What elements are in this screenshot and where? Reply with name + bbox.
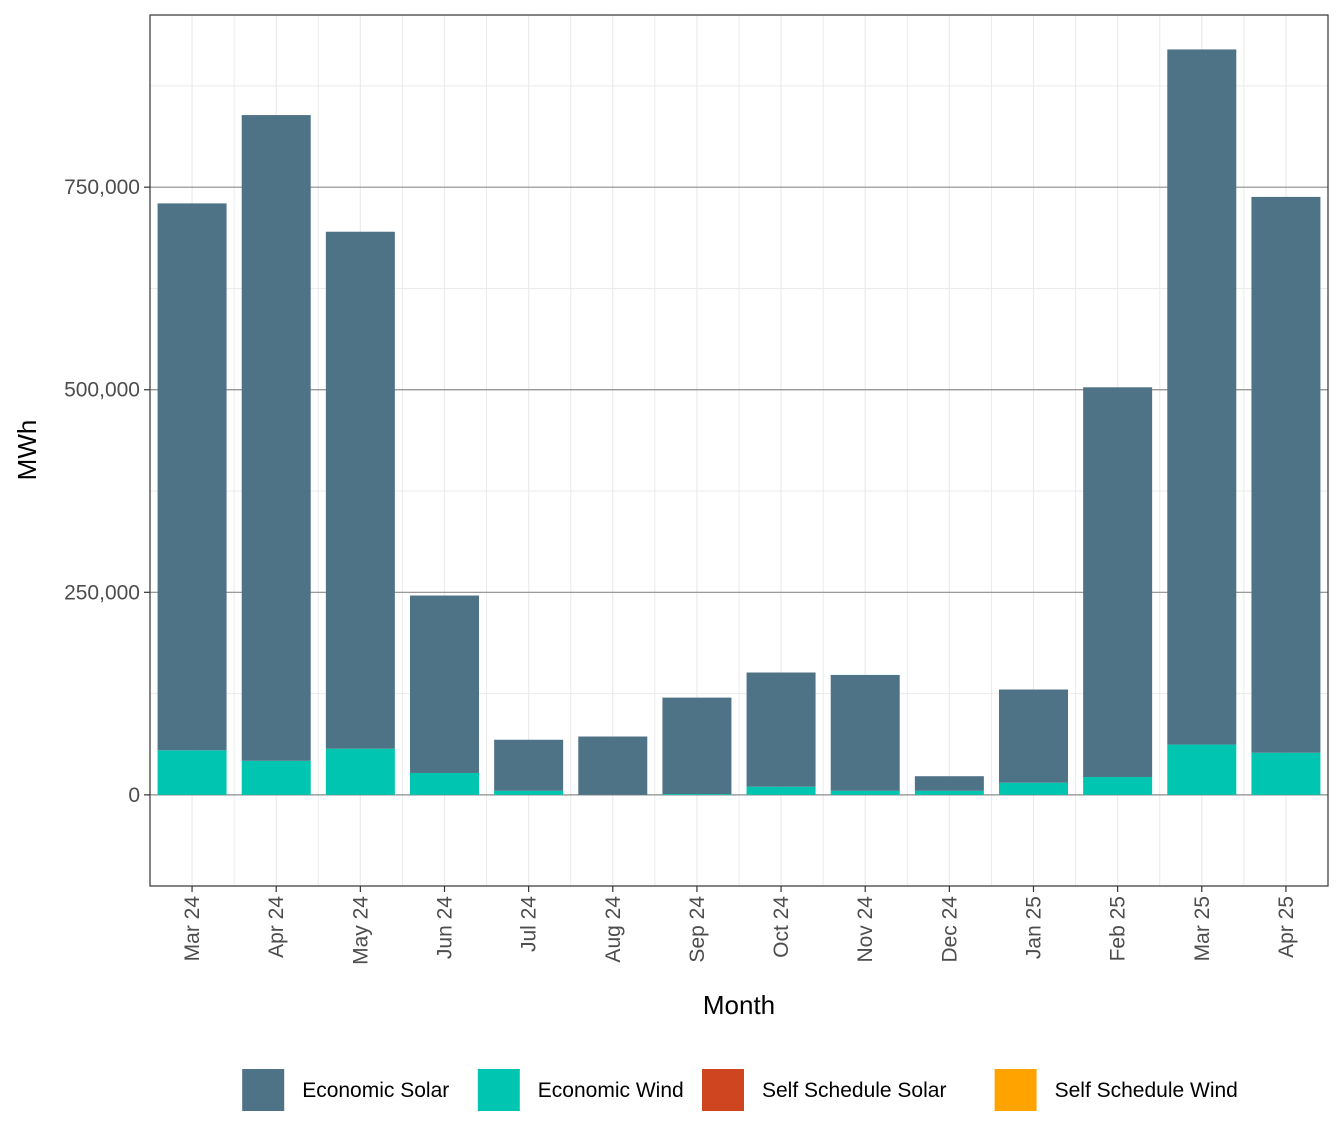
bar-economic-wind	[662, 794, 732, 795]
y-tick-label: 250,000	[64, 581, 140, 604]
bar-economic-wind	[914, 790, 984, 795]
x-tick-label: Jun 24	[434, 896, 457, 959]
bar-economic-wind	[999, 782, 1068, 795]
y-axis-title: MWh	[12, 420, 42, 481]
x-tick-label: Jan 25	[1023, 896, 1046, 959]
bar-economic-wind	[1167, 744, 1237, 795]
bar-economic-wind	[325, 748, 395, 795]
bar-economic-solar	[157, 203, 227, 751]
bar-economic-solar	[578, 736, 648, 795]
x-tick-label: Oct 24	[770, 896, 793, 958]
bar-economic-wind	[241, 760, 311, 795]
y-tick-label: 750,000	[64, 176, 140, 199]
legend-key-economic-solar	[242, 1069, 285, 1111]
bar-economic-solar	[241, 115, 311, 761]
x-tick-label: Sep 24	[686, 896, 709, 963]
bar-economic-solar	[830, 674, 900, 791]
bar-economic-wind	[746, 786, 816, 795]
bar-economic-wind	[1251, 752, 1321, 795]
x-tick-label: May 24	[349, 896, 372, 965]
x-tick-label: Feb 25	[1107, 896, 1130, 961]
bar-economic-solar	[746, 672, 816, 787]
bar-economic-wind	[1083, 777, 1153, 795]
bar-economic-solar	[1251, 196, 1321, 753]
bar-economic-solar	[1167, 49, 1237, 745]
y-tick-label: 500,000	[64, 379, 140, 402]
x-tick-label: Jul 24	[518, 896, 541, 952]
bar-economic-wind	[494, 790, 564, 795]
y-axis: 0 250,000 500,000 750,000	[64, 176, 150, 807]
bars	[157, 49, 1321, 795]
x-tick-label: Mar 25	[1191, 896, 1214, 961]
bar-economic-solar	[494, 739, 564, 791]
x-tick-label: Apr 25	[1275, 896, 1298, 958]
bar-economic-solar	[1083, 387, 1153, 778]
x-axis-title: Month	[703, 990, 775, 1020]
x-tick-label: Apr 24	[265, 896, 288, 958]
x-axis: Mar 24 Apr 24 May 24 Jun 24 Jul 24 Aug 24 Sep …	[181, 886, 1298, 965]
plot-border	[149, 14, 1329, 887]
x-tick-label: Aug 24	[602, 896, 625, 963]
bar-economic-solar	[410, 595, 479, 773]
y-tick-label: 0	[128, 784, 140, 807]
bar-economic-solar	[999, 689, 1068, 783]
bar-economic-solar	[662, 697, 732, 795]
minor-grid	[150, 15, 1328, 886]
legend-key-self-schedule-solar	[702, 1069, 744, 1111]
bar-economic-solar	[914, 776, 984, 791]
bar-economic-solar	[325, 231, 395, 749]
legend-label: Economic Wind	[538, 1079, 684, 1102]
legend-key-economic-wind	[477, 1069, 520, 1111]
legend-label: Self Schedule Wind	[1055, 1079, 1238, 1102]
legend-label: Economic Solar	[302, 1079, 449, 1102]
bar-economic-wind	[157, 750, 227, 795]
bar-economic-wind	[830, 790, 900, 795]
x-tick-label: Nov 24	[854, 896, 877, 963]
bar-economic-wind	[410, 772, 479, 795]
legend-label: Self Schedule Solar	[762, 1079, 946, 1102]
legend: Economic Solar Economic Wind Self Schedule…	[242, 1069, 1238, 1111]
x-tick-label: Mar 24	[181, 896, 204, 962]
x-tick-label: Dec 24	[938, 896, 961, 963]
legend-key-self-schedule-wind	[994, 1069, 1037, 1111]
